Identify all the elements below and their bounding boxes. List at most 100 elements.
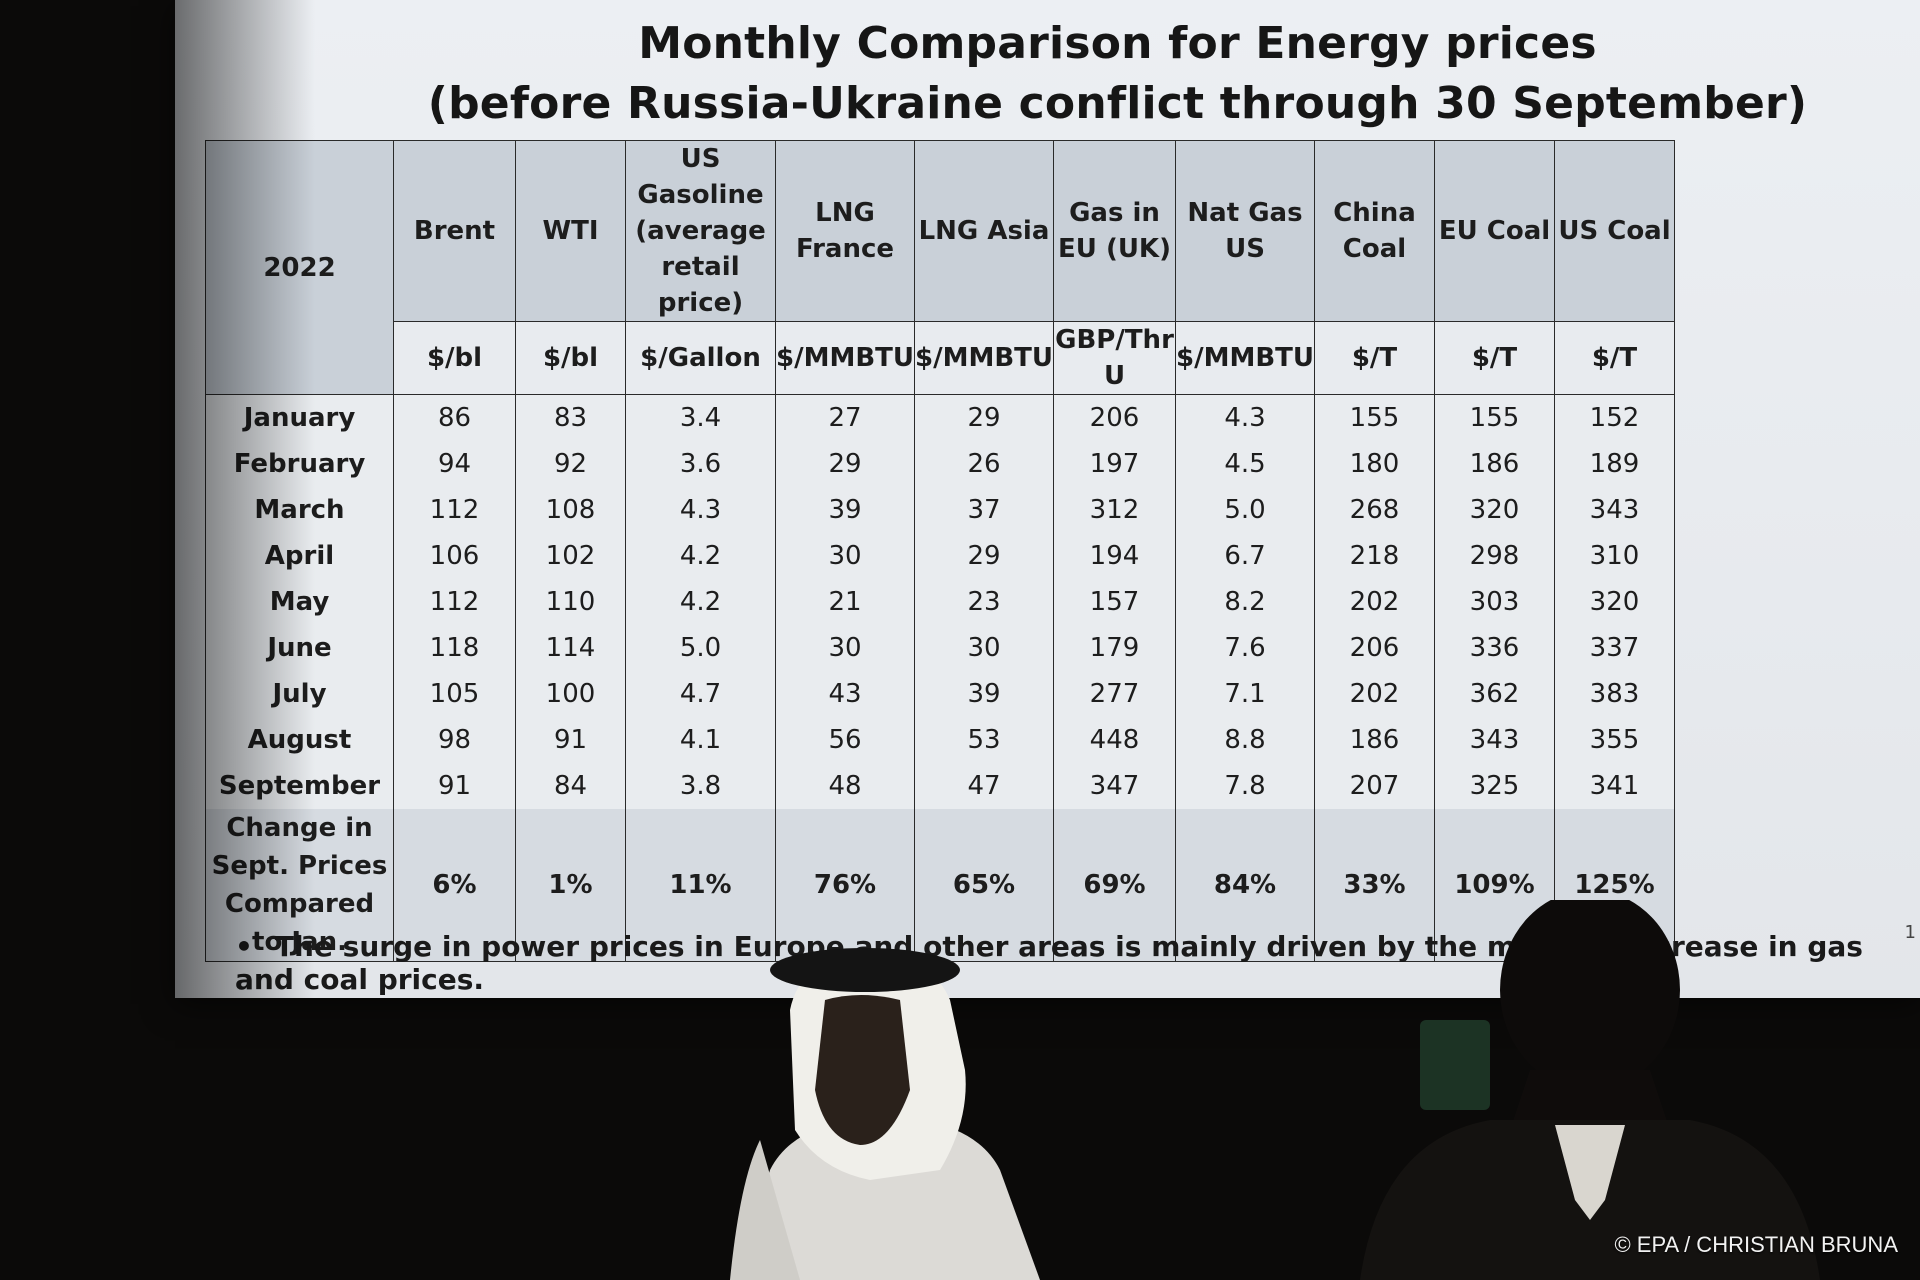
price-cell: 347 — [1053, 763, 1176, 809]
price-cell: 186 — [1314, 717, 1435, 763]
price-cell: 7.8 — [1175, 763, 1315, 809]
price-cell: 337 — [1554, 625, 1675, 671]
column-header: US Gasoline (average retail price) — [625, 140, 776, 322]
price-cell: 5.0 — [1175, 487, 1315, 533]
price-cell: 91 — [393, 763, 516, 809]
price-cell: 343 — [1434, 717, 1555, 763]
month-label: July — [205, 671, 394, 717]
price-cell: 362 — [1434, 671, 1555, 717]
column-unit: $/bl — [393, 321, 516, 395]
price-cell: 37 — [914, 487, 1054, 533]
price-cell: 83 — [515, 394, 626, 441]
price-cell: 4.1 — [625, 717, 776, 763]
month-label: September — [205, 763, 394, 809]
price-cell: 100 — [515, 671, 626, 717]
price-cell: 7.1 — [1175, 671, 1315, 717]
price-cell: 29 — [775, 441, 915, 487]
price-cell: 206 — [1053, 394, 1176, 441]
month-label: August — [205, 717, 394, 763]
price-cell: 186 — [1434, 441, 1555, 487]
projection-screen: Monthly Comparison for Energy prices (be… — [175, 0, 1920, 998]
price-cell: 4.2 — [625, 533, 776, 579]
price-cell: 3.4 — [625, 394, 776, 441]
price-cell: 189 — [1554, 441, 1675, 487]
change-row: Change in Sept. Prices Compared to Jan. 6… — [205, 809, 1675, 962]
column-unit: GBP/Thr U — [1053, 321, 1176, 395]
table-row: May 112 110 4.2 21 23 157 8.2 202 303 320 — [205, 579, 1675, 625]
table-header-row: 2022 Brent WTI US Gasoline (average retail… — [205, 140, 1675, 395]
price-cell: 180 — [1314, 441, 1435, 487]
energy-prices-table: 2022 Brent WTI US Gasoline (average retail… — [205, 140, 1675, 962]
price-cell: 194 — [1053, 533, 1176, 579]
price-cell: 30 — [775, 533, 915, 579]
price-cell: 43 — [775, 671, 915, 717]
price-cell: 179 — [1053, 625, 1176, 671]
column-unit: $/Gallon — [625, 321, 776, 395]
bullet-text: The surge in power prices in Europe and … — [235, 930, 1863, 996]
price-cell: 310 — [1554, 533, 1675, 579]
price-cell: 4.5 — [1175, 441, 1315, 487]
month-label: January — [205, 394, 394, 441]
column-unit: $/T — [1314, 321, 1435, 395]
change-cell: 11% — [625, 809, 776, 962]
column-header: Brent — [393, 140, 516, 322]
change-cell: 69% — [1053, 809, 1176, 962]
price-cell: 108 — [515, 487, 626, 533]
price-cell: 202 — [1314, 671, 1435, 717]
column-unit: $/MMBTU — [914, 321, 1054, 395]
price-cell: 448 — [1053, 717, 1176, 763]
column-header: LNG Asia — [914, 140, 1054, 322]
change-label: Change in Sept. Prices Compared to Jan. — [205, 809, 394, 962]
bullet-note: • The surge in power prices in Europe and… — [235, 930, 1920, 996]
price-cell: 320 — [1554, 579, 1675, 625]
price-cell: 355 — [1554, 717, 1675, 763]
price-cell: 4.2 — [625, 579, 776, 625]
price-cell: 56 — [775, 717, 915, 763]
price-cell: 320 — [1434, 487, 1555, 533]
change-cell: 6% — [393, 809, 516, 962]
price-cell: 39 — [914, 671, 1054, 717]
price-cell: 21 — [775, 579, 915, 625]
column-header: Gas in EU (UK) — [1053, 140, 1176, 322]
price-cell: 30 — [914, 625, 1054, 671]
price-cell: 303 — [1434, 579, 1555, 625]
price-cell: 336 — [1434, 625, 1555, 671]
column-unit: $/MMBTU — [1175, 321, 1315, 395]
slide-title: Monthly Comparison for Energy prices — [638, 18, 1597, 69]
month-label: February — [205, 441, 394, 487]
price-cell: 48 — [775, 763, 915, 809]
price-cell: 343 — [1554, 487, 1675, 533]
price-cell: 29 — [914, 533, 1054, 579]
price-cell: 5.0 — [625, 625, 776, 671]
month-label: March — [205, 487, 394, 533]
table-row: January 86 83 3.4 27 29 206 4.3 155 155 152 — [205, 394, 1675, 441]
slide-subtitle: (before Russia-Ukraine conflict through … — [427, 78, 1808, 129]
price-cell: 207 — [1314, 763, 1435, 809]
change-cell: 84% — [1175, 809, 1315, 962]
change-cell: 65% — [914, 809, 1054, 962]
column-unit: $/T — [1434, 321, 1555, 395]
price-cell: 102 — [515, 533, 626, 579]
price-cell: 298 — [1434, 533, 1555, 579]
price-cell: 312 — [1053, 487, 1176, 533]
price-cell: 105 — [393, 671, 516, 717]
price-cell: 112 — [393, 579, 516, 625]
price-cell: 92 — [515, 441, 626, 487]
price-cell: 106 — [393, 533, 516, 579]
price-cell: 4.3 — [1175, 394, 1315, 441]
slide-number: 1 — [1904, 922, 1916, 943]
month-label: May — [205, 579, 394, 625]
price-cell: 30 — [775, 625, 915, 671]
change-cell: 76% — [775, 809, 915, 962]
table-row: February 94 92 3.6 29 26 197 4.5 180 186 189 — [205, 441, 1675, 487]
price-cell: 383 — [1554, 671, 1675, 717]
price-cell: 155 — [1434, 394, 1555, 441]
price-cell: 6.7 — [1175, 533, 1315, 579]
price-cell: 155 — [1314, 394, 1435, 441]
price-cell: 218 — [1314, 533, 1435, 579]
table-row: April 106 102 4.2 30 29 194 6.7 218 298 310 — [205, 533, 1675, 579]
price-cell: 98 — [393, 717, 516, 763]
column-header: WTI — [515, 140, 626, 322]
price-cell: 3.6 — [625, 441, 776, 487]
price-cell: 26 — [914, 441, 1054, 487]
